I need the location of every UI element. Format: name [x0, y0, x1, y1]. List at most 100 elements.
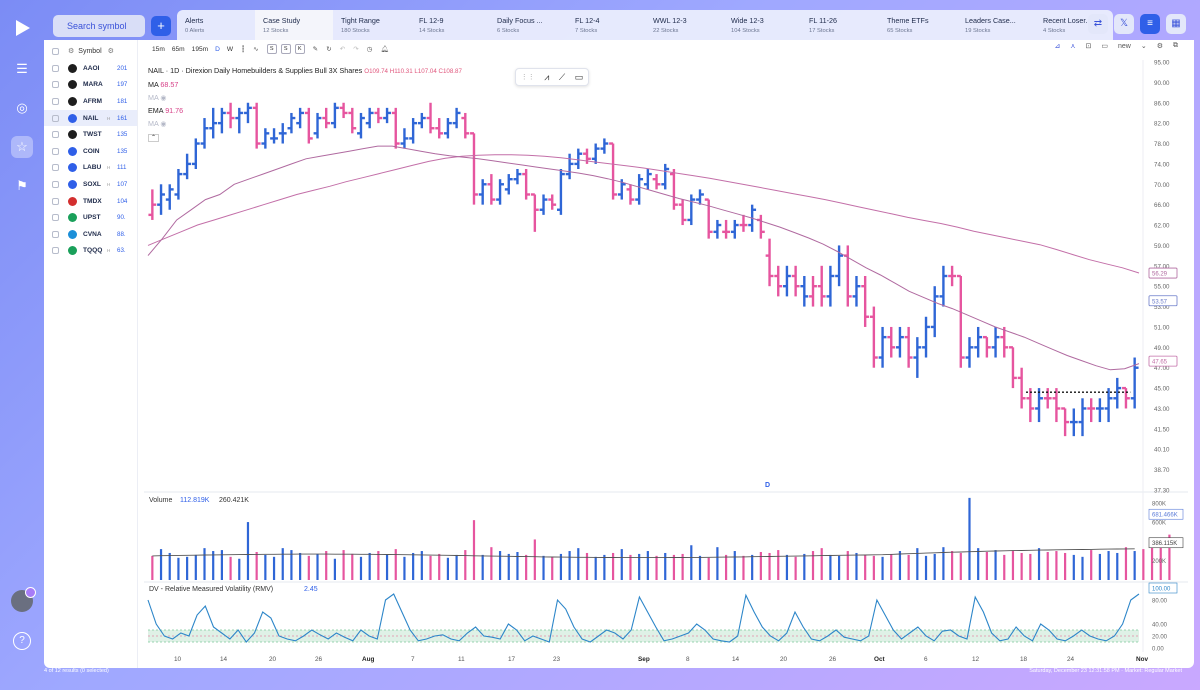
symbol-price: 104 [117, 197, 128, 205]
row-checkbox[interactable] [52, 214, 59, 222]
refresh-icon[interactable]: ↻ [326, 46, 332, 53]
volume-label-box [1148, 508, 1184, 520]
interval-d[interactable]: D [215, 45, 220, 53]
tab-leaders-case-[interactable]: Leaders Case... 19 Stocks [957, 10, 1035, 42]
row-checkbox[interactable] [52, 180, 59, 188]
flag-icon[interactable]: ⚑ [16, 178, 28, 193]
tab-fl-11-26[interactable]: FL 11-26 17 Stocks [801, 10, 879, 42]
row-checkbox[interactable] [52, 164, 59, 172]
symbol-price: 201 [117, 64, 128, 72]
select-all-checkbox[interactable] [52, 47, 59, 55]
layout-icon[interactable]: ⊡ [1085, 43, 1092, 50]
watchlist-row[interactable]: LABU H 111 [44, 160, 137, 177]
chevron-down-icon[interactable]: ⌄ [1140, 43, 1147, 50]
list-view-icon[interactable]: ≡ [1140, 14, 1160, 34]
menu-icon[interactable]: ☰ [16, 61, 28, 76]
x-social-icon[interactable]: 𝕏 [1114, 14, 1134, 34]
settings-icon[interactable]: ⚙ [107, 48, 114, 55]
row-checkbox[interactable] [52, 114, 59, 122]
pattern-icon[interactable]: ⩘ [544, 71, 550, 82]
candle-type-icon[interactable]: ┇ [241, 46, 246, 53]
layout-name[interactable]: new [1118, 42, 1131, 50]
watchlist-row[interactable]: COIN 135 [44, 143, 137, 160]
eye-icon[interactable]: ◉ [160, 93, 167, 102]
row-checkbox[interactable] [52, 230, 59, 238]
watchlist-star-icon[interactable]: ☆ [11, 136, 33, 158]
tab-recent-loser-[interactable]: Recent Loser... 4 Stocks [1035, 10, 1113, 42]
price-tick-label: 74.00 [1154, 161, 1170, 168]
interval-w[interactable]: W [226, 45, 234, 53]
row-checkbox[interactable] [52, 247, 59, 255]
help-icon[interactable]: ? [13, 632, 31, 650]
settings-icon[interactable]: ⚙ [1156, 43, 1163, 50]
redo-icon[interactable]: ↷ [353, 46, 359, 53]
share-icon[interactable]: ⇄ [1088, 14, 1108, 34]
bell-icon[interactable]: 🔔︎ [380, 46, 389, 53]
watchlist-row[interactable]: TQQQ H 63. [44, 243, 137, 260]
price-bar [157, 184, 165, 215]
row-checkbox[interactable] [52, 197, 59, 205]
watchlist-row[interactable]: TMDX 104 [44, 193, 137, 210]
tab-wwl-12-3[interactable]: WWL 12-3 22 Stocks [645, 10, 723, 42]
eye-icon[interactable]: ◉ [160, 119, 167, 128]
search-symbol-button[interactable]: Search symbol [53, 15, 145, 37]
tab-tight-range[interactable]: Tight Range 180 Stocks [333, 10, 411, 42]
price-bar [600, 138, 609, 154]
row-checkbox[interactable] [52, 64, 59, 72]
tab-case-study[interactable]: Case Study 12 Stocks [255, 10, 333, 42]
interval-65m[interactable]: 65m [171, 45, 185, 53]
tab-fl-12-9[interactable]: FL 12-9 14 Stocks [411, 10, 489, 42]
draw-icon[interactable]: ✎ [312, 46, 319, 53]
ma-label: MA [148, 80, 159, 89]
tab-alerts[interactable]: Alerts 0 Alerts [177, 10, 255, 42]
trendline-icon[interactable]: ⟋ [558, 71, 566, 82]
row-checkbox[interactable] [52, 147, 59, 155]
tab-wide-12-3[interactable]: Wide 12-3 104 Stocks [723, 10, 801, 42]
undo-icon[interactable]: ↶ [339, 46, 346, 53]
avatar[interactable] [11, 587, 36, 612]
price-bar [1113, 377, 1122, 409]
camera-icon[interactable]: ⧉ [1173, 42, 1178, 49]
watchlist-row[interactable]: SOXL H 107 [44, 176, 137, 193]
tab-daily-focus-[interactable]: Daily Focus ... 6 Stocks [489, 10, 567, 42]
clock-icon[interactable]: ◷ [366, 46, 373, 53]
row-checkbox[interactable] [52, 81, 59, 89]
row-checkbox[interactable] [52, 97, 59, 105]
watchlist-row[interactable]: TWST 135 [44, 126, 137, 143]
watchlist-row[interactable]: CVNA 88. [44, 226, 137, 243]
watchlist-row[interactable]: UPST 90. [44, 209, 137, 226]
interval-15m[interactable]: 15m [152, 45, 165, 53]
folder-icon[interactable]: ▭ [1101, 43, 1108, 50]
app-logo-icon[interactable] [12, 18, 32, 38]
study-toggle-2[interactable]: K [294, 44, 305, 54]
tab-count: 104 Stocks [731, 28, 760, 34]
grid-view-icon[interactable]: ▦ [1166, 14, 1186, 34]
price-bar [557, 169, 565, 215]
watchlist-row[interactable]: AAOI 201 [44, 60, 137, 77]
interval-195m[interactable]: 195m [191, 45, 209, 53]
tab-title: Tight Range [341, 16, 380, 25]
tab-fl-12-4[interactable]: FL 12-4 7 Stocks [567, 10, 645, 42]
add-button[interactable]: + [151, 16, 171, 36]
x-tick-label: 18 [1020, 656, 1028, 663]
price-bar [1052, 388, 1061, 423]
tab-theme-etfs[interactable]: Theme ETFs 65 Stocks [879, 10, 957, 42]
comment-icon[interactable]: ▭ [574, 71, 584, 82]
indicators-icon[interactable]: ∿ [253, 46, 259, 53]
symbol-column-header[interactable]: Symbol [78, 47, 102, 55]
drag-handle-icon[interactable]: ⋮⋮ [520, 74, 535, 81]
price-bar [522, 169, 531, 200]
compare-icon[interactable]: ⋏ [1070, 43, 1076, 50]
row-checkbox[interactable] [52, 131, 59, 139]
gear-icon[interactable]: ⚙ [68, 48, 75, 55]
study-toggle-1[interactable]: S [280, 44, 291, 54]
watchlist-row[interactable]: AFRM 181 [44, 93, 137, 110]
price-bar [461, 112, 470, 139]
collapse-legend-icon[interactable]: ⌃ [148, 134, 160, 142]
fx-icon[interactable]: ⊿ [1054, 43, 1061, 50]
watchlist-row[interactable]: MARA 197 [44, 77, 137, 94]
target-icon[interactable]: ◎ [16, 100, 28, 115]
study-toggle-0[interactable]: S [266, 44, 277, 54]
watchlist-row[interactable]: NAIL H 161 [44, 109, 137, 127]
